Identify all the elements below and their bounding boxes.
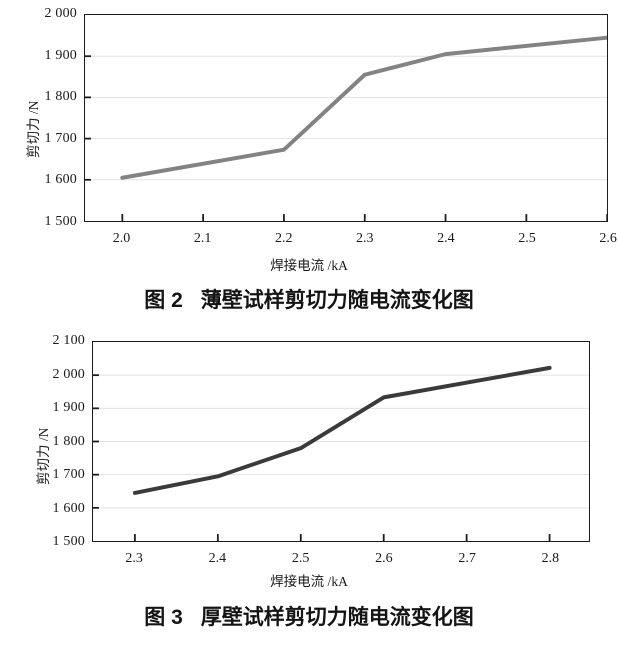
x-axis-tick-label: 2.6 bbox=[375, 551, 393, 566]
chart-plot-area-1 bbox=[84, 14, 608, 222]
y-axis-tick-label: 1 800 bbox=[44, 89, 77, 105]
figure-block-chart-2: 1 500 1 600 1 700 1 800 1 900 2 000 2.0 2.1 2.2… bbox=[0, 0, 618, 320]
x-axis-tick-label: 2.5 bbox=[518, 231, 536, 246]
figure-block-chart-3: 1 500 1 600 1 700 1 800 1 900 2 000 2 100 2.3 2… bbox=[0, 320, 618, 651]
y-axis-title-2: 剪切力 /N bbox=[36, 427, 51, 485]
figure-caption-3-text: 厚壁试样剪切力随电流变化图 bbox=[200, 606, 474, 629]
x-axis-tick-label: 2.8 bbox=[541, 551, 560, 566]
y-axis-tick-label: 2 000 bbox=[52, 366, 85, 382]
y-axis-tick-label: 1 500 bbox=[52, 534, 85, 549]
line-chart-2 bbox=[93, 365, 589, 541]
x-axis-tick-label: 2.2 bbox=[274, 231, 293, 246]
y-axis-tick-label: 1 700 bbox=[52, 467, 85, 482]
x-axis-tick-label: 2.0 bbox=[112, 231, 131, 246]
x-axis-tick-label: 2.4 bbox=[208, 551, 227, 566]
x-axis-title-1: 焊接电流 /kA bbox=[270, 258, 348, 273]
figure-caption-3-number: 图 3 bbox=[144, 606, 183, 629]
chart-plot-area-2 bbox=[92, 341, 590, 542]
x-axis-tick-label: 2.5 bbox=[291, 551, 310, 566]
y-axis-title-1: 剪切力 /N bbox=[26, 100, 41, 158]
x-axis-tick-label: 2.3 bbox=[125, 551, 143, 566]
figure-caption-3: 图 3 厚壁试样剪切力随电流变化图 bbox=[0, 601, 618, 631]
y-axis-tick-label: 1 800 bbox=[52, 433, 85, 449]
line-chart-1 bbox=[85, 35, 607, 221]
data-series-line bbox=[132, 365, 552, 495]
y-axis-tick-label: 1 600 bbox=[52, 500, 85, 516]
x-axis-tick-label: 2.3 bbox=[356, 231, 374, 246]
y-axis-tick-label: 1 700 bbox=[44, 130, 77, 146]
y-axis-tick-label: 1 600 bbox=[44, 172, 77, 188]
x-axis-tick-label: 2.1 bbox=[193, 231, 212, 246]
figure-caption-2-number: 图 2 bbox=[144, 289, 183, 312]
x-axis-tick-label: 2.7 bbox=[458, 551, 476, 566]
x-axis-tick-label: 2.4 bbox=[437, 231, 455, 246]
x-axis-title-2: 焊接电流 /kA bbox=[270, 574, 348, 589]
figure-caption-2: 图 2 薄壁试样剪切力随电流变化图 bbox=[0, 284, 618, 314]
y-axis-tick-label: 1 900 bbox=[44, 47, 77, 63]
y-axis-tick-label: 2 000 bbox=[44, 6, 77, 21]
data-series-line bbox=[120, 35, 607, 180]
x-axis-tick-label: 2.6 bbox=[599, 231, 617, 246]
figure-caption-2-text: 薄壁试样剪切力随电流变化图 bbox=[200, 289, 474, 312]
y-axis-tick-label: 1 500 bbox=[44, 214, 77, 229]
y-axis-tick-label: 2 100 bbox=[52, 333, 85, 348]
y-axis-tick-label: 1 900 bbox=[52, 400, 85, 415]
